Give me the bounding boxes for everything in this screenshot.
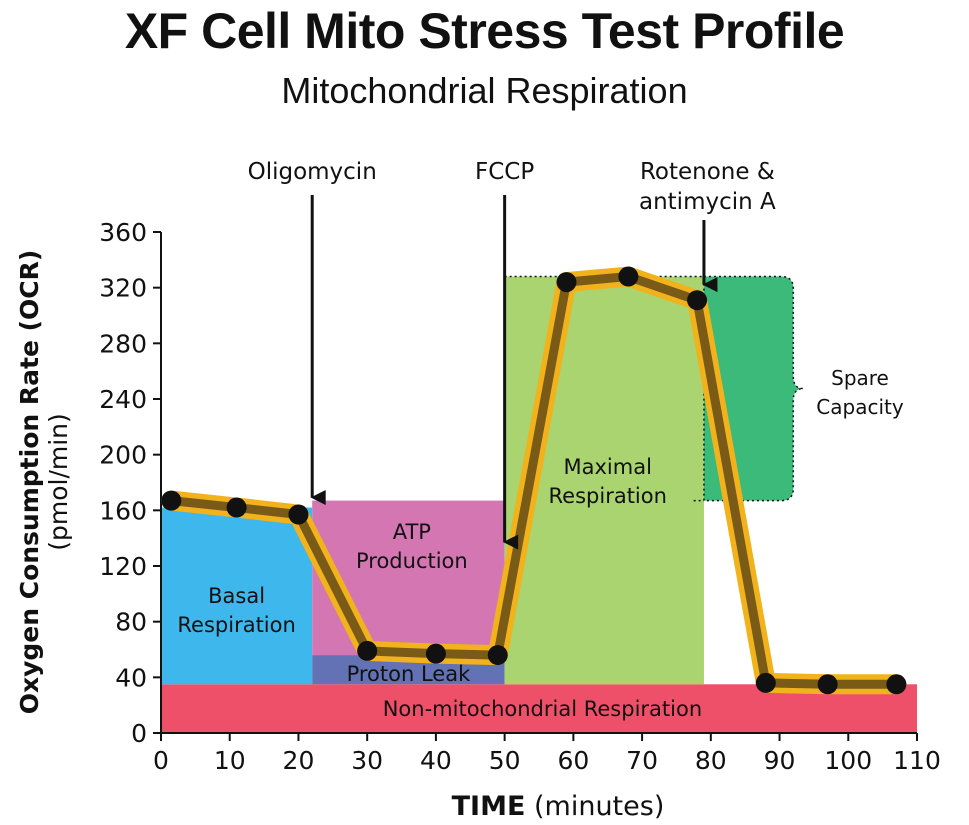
x-tick-label: 110 xyxy=(893,746,941,775)
x-tick-label: 0 xyxy=(153,746,169,775)
fccp-label: FCCP xyxy=(475,159,534,185)
data-point xyxy=(817,674,838,695)
y-tick-label: 0 xyxy=(131,719,147,748)
atp-label-1: ATP xyxy=(393,520,431,544)
y-tick-label: 120 xyxy=(99,552,147,581)
data-point xyxy=(226,497,247,518)
region-basal-respiration xyxy=(161,507,313,685)
basal-label-1: Basal xyxy=(208,584,265,608)
y-tick-label: 240 xyxy=(99,385,147,414)
data-line xyxy=(166,272,901,689)
y-tick-label: 360 xyxy=(99,218,147,247)
region-atp-production xyxy=(312,500,505,656)
data-point xyxy=(357,640,378,661)
y-axis-unit: (pmol/min) xyxy=(44,413,73,551)
data-point xyxy=(886,674,907,695)
data-point xyxy=(556,272,577,293)
data-point xyxy=(288,504,309,525)
spare-label-1: Spare xyxy=(831,366,889,390)
labels-layer: Basal Respiration ATP Production Proton Leak… xyxy=(177,159,903,721)
basal-label-2: Respiration xyxy=(177,613,295,637)
proton-leak-label: Proton Leak xyxy=(347,662,472,686)
data-point xyxy=(425,643,446,664)
x-tick-label: 80 xyxy=(695,746,727,775)
data-point xyxy=(687,290,708,311)
atp-label-2: Production xyxy=(356,549,468,573)
y-tick-label: 160 xyxy=(99,496,147,525)
maximal-label-1: Maximal xyxy=(564,455,652,479)
chart-subtitle: Mitochondrial Respiration xyxy=(281,70,688,111)
y-tick-label: 200 xyxy=(99,441,147,470)
x-tick-label: 10 xyxy=(214,746,246,775)
oligomycin-label: Oligomycin xyxy=(248,159,377,185)
chart-title: XF Cell Mito Stress Test Profile xyxy=(124,3,845,59)
data-point xyxy=(487,645,508,666)
x-axis-label: TIME (minutes) xyxy=(452,791,665,822)
y-tick-label: 320 xyxy=(99,274,147,303)
x-tick-label: 90 xyxy=(764,746,796,775)
x-tick-label: 20 xyxy=(283,746,315,775)
rotenone-label-1: Rotenone & xyxy=(640,159,775,185)
x-tick-label: 30 xyxy=(351,746,383,775)
axis-layer: 0 40 80 120 160 200 240 280 320 360 0 10 20 30 40 50 60 7… xyxy=(99,218,941,775)
x-tick-label: 40 xyxy=(420,746,452,775)
x-tick-label: 50 xyxy=(489,746,521,775)
x-tick-label: 100 xyxy=(824,746,872,775)
x-tick-label: 70 xyxy=(626,746,658,775)
y-tick-label: 40 xyxy=(115,663,147,692)
y-tick-label: 80 xyxy=(115,608,147,637)
data-point xyxy=(618,266,639,287)
y-tick-label: 280 xyxy=(99,329,147,358)
y-axis-label: Oxygen Consumption Rate (OCR) xyxy=(15,250,44,715)
regions-layer xyxy=(161,275,917,733)
maximal-label-2: Respiration xyxy=(549,484,667,508)
non-mito-label: Non-mitochondrial Respiration xyxy=(383,697,702,721)
x-tick-label: 60 xyxy=(557,746,589,775)
data-point xyxy=(161,490,182,511)
spare-label-2: Capacity xyxy=(816,395,904,419)
line-layer xyxy=(161,266,907,695)
data-point xyxy=(755,672,776,693)
rotenone-label-2: antimycin A xyxy=(639,189,776,215)
